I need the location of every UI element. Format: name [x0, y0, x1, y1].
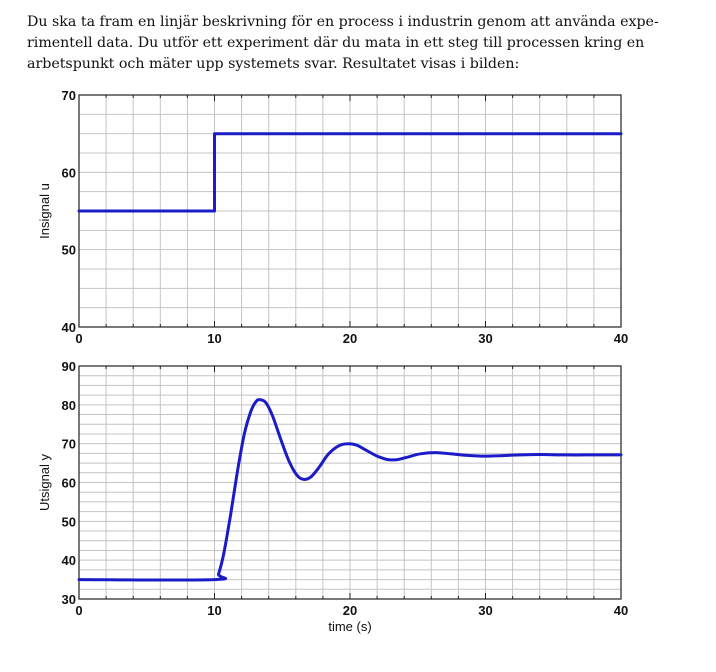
y-tick-label: 70 [62, 437, 76, 452]
output-signal-plot: 0 10 20 30 40 30 40 50 60 70 80 90 Utsignal y time (s… [37, 359, 628, 634]
y-tick-label: 90 [62, 359, 76, 374]
y-tick-label: 40 [62, 320, 76, 335]
y-axis-label: Utsignal y [37, 453, 52, 511]
x-tick-label: 0 [75, 603, 82, 618]
problem-text: Du ska ta fram en linjär beskrivning för… [27, 12, 667, 75]
x-tick-label: 20 [343, 603, 357, 618]
problem-text-line: arbetspunkt och mäter upp systemets svar… [27, 56, 520, 72]
input-signal-plot: 0 10 20 30 40 40 50 60 70 Insignal u [37, 88, 628, 346]
y-tick-label: 60 [62, 165, 76, 180]
x-tick-label: 10 [207, 331, 221, 346]
x-tick-label: 40 [614, 331, 628, 346]
problem-text-line: rimentell data. Du utför ett experiment … [27, 35, 645, 51]
x-tick-label: 10 [207, 603, 221, 618]
y-tick-label: 30 [62, 592, 76, 607]
x-tick-label: 30 [478, 331, 492, 346]
y-tick-label: 80 [62, 398, 76, 413]
x-axis-label: time (s) [328, 619, 371, 634]
y-tick-label: 50 [62, 514, 76, 529]
y-tick-label: 40 [62, 553, 76, 568]
output-signal-line [77, 398, 623, 582]
x-tick-label: 30 [478, 603, 492, 618]
x-tick-label: 40 [614, 603, 628, 618]
x-tick-label: 20 [343, 331, 357, 346]
y-axis-label: Insignal u [37, 183, 52, 239]
input-signal-line [77, 132, 623, 213]
problem-text-line: Du ska ta fram en linjär beskrivning för… [27, 14, 659, 30]
y-tick-label: 50 [62, 243, 76, 258]
y-tick-label: 60 [62, 476, 76, 491]
y-tick-label: 70 [62, 88, 76, 103]
x-tick-label: 0 [75, 331, 82, 346]
